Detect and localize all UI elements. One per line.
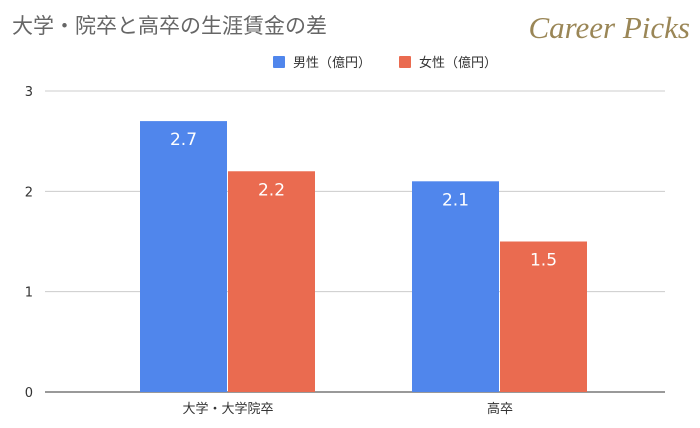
data-label: 1.5 — [530, 251, 557, 271]
legend-swatch-female — [399, 55, 411, 68]
bar-female — [228, 171, 315, 392]
y-tick-label: 2 — [25, 185, 33, 200]
x-tick-label: 大学・大学院卒 — [182, 401, 273, 417]
legend-label-female: 女性（億円） — [419, 56, 498, 71]
legend-label-male: 男性（億円） — [292, 56, 371, 71]
legend-item-female: 女性（億円） — [399, 52, 497, 71]
chart-title: 大学・院卒と高卒の生涯賃金の差 — [12, 14, 327, 38]
data-label: 2.7 — [170, 130, 197, 150]
y-tick-label: 0 — [25, 386, 33, 401]
y-tick-label: 1 — [25, 286, 33, 301]
legend-swatch-male — [272, 55, 285, 68]
x-tick-label: 高卒 — [487, 401, 513, 417]
bar-male — [140, 121, 227, 392]
logo: Career Picks — [528, 10, 690, 45]
data-label: 2.1 — [442, 190, 469, 210]
bar-male — [412, 181, 499, 392]
y-tick-label: 3 — [25, 85, 33, 100]
legend: 男性（億円） 女性（億円） — [0, 52, 700, 71]
bar-female — [500, 241, 587, 392]
legend-item-male: 男性（億円） — [203, 52, 371, 71]
data-label: 2.2 — [258, 180, 285, 200]
